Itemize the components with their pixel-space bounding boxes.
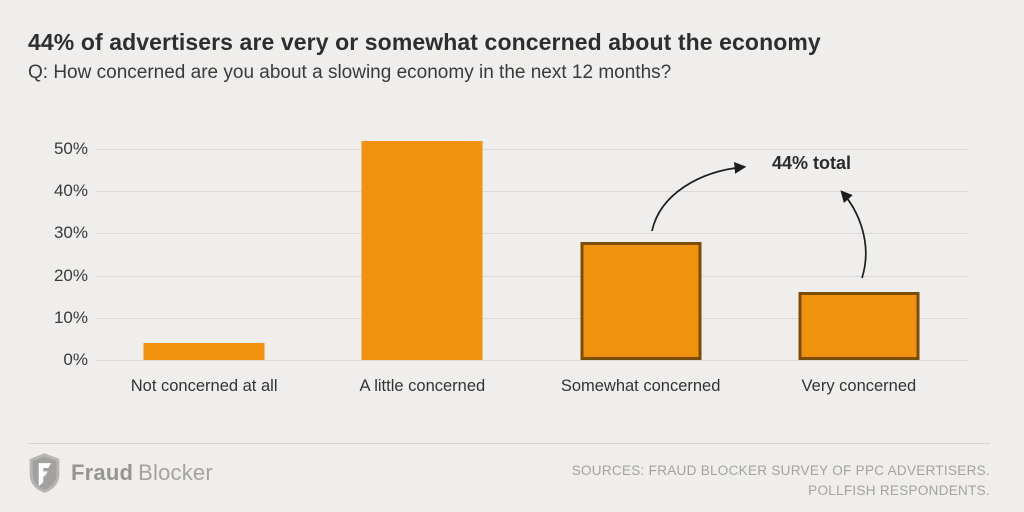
x-axis-category-labels: Not concerned at all A little concerned … [95,377,968,396]
bar-series [95,140,968,360]
y-tick: 30% [53,223,88,243]
gridlines [95,149,968,361]
gridline [95,191,968,193]
gridline [95,233,968,235]
footer-divider [28,443,990,444]
sources-line-1: SOURCES: FRAUD BLOCKER SURVEY OF PPC ADV… [571,463,990,478]
total-annotation: 44% total [772,153,852,173]
bar-not-concerned-at-all [143,343,265,360]
category-band [313,140,531,360]
gridline [95,149,968,150]
chart-title: 44% of advertisers are very or somewhat … [28,29,821,55]
bar-a-little-concerned [361,140,483,360]
y-tick: 20% [53,265,88,285]
y-axis-tick-labels: 50% 40% 30% 20% 10% 0% [30,138,88,371]
category-band [95,149,313,360]
chart-subtitle: Q: How concerned are you about a slowing… [28,62,672,83]
category-band [750,149,968,360]
x-label: A little concerned [359,377,486,395]
sources-note: SOURCES: FRAUD BLOCKER SURVEY OF PPC ADV… [572,461,990,501]
fraud-blocker-shield-icon [29,453,60,493]
x-label: Very concerned [801,377,917,395]
logo-wordmark: Fraud Blocker [71,460,213,486]
category-band [532,149,750,360]
gridline [95,275,968,277]
logo-word-fraud: Fraud [71,460,134,485]
y-tick: 10% [53,307,88,327]
gridline [95,317,968,319]
x-label: Somewhat concerned [560,377,721,395]
bar-somewhat-concerned [580,241,702,360]
sources-line-2: POLLFISH RESPONDENTS. [808,483,990,498]
gridline [95,360,968,361]
plot-area [95,140,968,361]
logo-word-blocker: Blocker [138,460,213,485]
x-label: Not concerned at all [130,377,278,395]
y-tick: 50% [53,139,88,158]
bar-very-concerned [798,292,920,360]
fraud-blocker-logo: Fraud Blocker [28,452,213,494]
y-tick: 40% [53,181,88,201]
y-tick: 0% [63,349,88,369]
